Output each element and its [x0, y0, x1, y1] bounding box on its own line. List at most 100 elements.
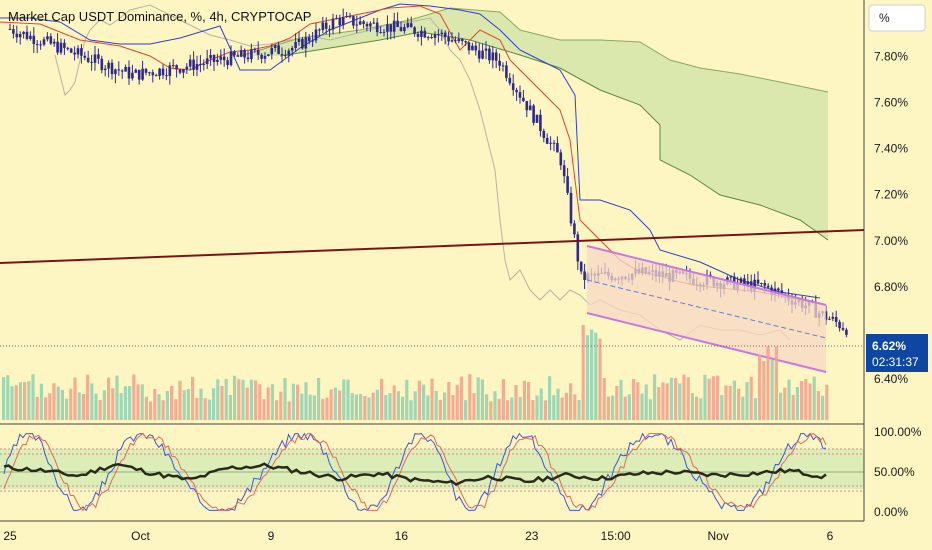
candle-body — [287, 50, 291, 56]
rsi-line — [3, 462, 827, 487]
volume-bar — [52, 383, 56, 420]
candle-body — [188, 59, 192, 67]
candle-body — [562, 165, 566, 177]
candle-body — [178, 69, 182, 73]
candle-body — [488, 48, 491, 61]
volume-bar — [737, 388, 741, 420]
candle-body — [403, 27, 406, 32]
volume-bar — [581, 324, 585, 420]
volume-bar — [447, 382, 451, 420]
candle-body — [69, 48, 73, 53]
chart-title: Market Cap USDT Dominance, %, 4h, CRYPTO… — [8, 9, 311, 24]
candle-body — [73, 52, 76, 55]
osc-tick-label: 100.00% — [874, 425, 922, 439]
volume-bar — [182, 390, 186, 420]
volume-bar — [375, 389, 379, 420]
volume-bar — [795, 386, 799, 420]
candle-body — [583, 271, 586, 280]
candle-body — [63, 42, 66, 48]
volume-bar — [270, 384, 274, 420]
volume-bar — [489, 401, 493, 420]
unit-button[interactable] — [868, 4, 926, 32]
candle-body — [117, 69, 121, 71]
volume-bar — [119, 392, 123, 420]
oscillator-pane[interactable] — [0, 432, 864, 512]
time-axis-ticks: 25 Oct 9 16 23 15:00 Nov 6 — [3, 529, 833, 543]
candle-body — [97, 54, 100, 59]
candle-body — [552, 142, 556, 144]
time-tick-label: Oct — [131, 529, 150, 543]
candle-body — [831, 316, 835, 319]
candle-body — [828, 318, 831, 320]
volume-bar — [350, 393, 354, 420]
volume-bar — [111, 388, 115, 420]
current-value-label: 6.62% — [872, 339, 906, 353]
volume-bar — [367, 397, 371, 420]
candle-body — [205, 58, 209, 65]
candle-body — [501, 65, 505, 67]
candle-body — [729, 276, 733, 278]
candle-body — [212, 54, 216, 62]
volume-bar — [203, 398, 207, 420]
candle-body — [18, 33, 22, 38]
candle-body — [447, 37, 450, 42]
volume-bar — [296, 384, 300, 420]
volume-bar — [220, 386, 224, 420]
price-tick-label: 6.40% — [874, 372, 908, 386]
candle-body — [358, 21, 362, 25]
volume-bar — [73, 377, 77, 420]
volume-bar — [749, 376, 753, 420]
volume-bar — [228, 394, 232, 420]
candle-body — [90, 61, 93, 63]
candle-body — [263, 55, 267, 59]
current-value-badge — [866, 334, 928, 372]
candle-body — [103, 68, 107, 71]
candle-body — [498, 60, 501, 66]
candle-body — [29, 35, 32, 39]
volume-bar — [493, 391, 497, 420]
volume-bar — [770, 359, 774, 420]
candle-body — [280, 54, 284, 56]
volume-bar — [342, 379, 346, 420]
volume-bar — [207, 399, 211, 420]
volume-bar — [745, 381, 749, 420]
candle-body — [144, 68, 148, 73]
volume-bar — [338, 390, 342, 420]
candle-body — [270, 48, 274, 55]
volume-bar — [573, 394, 577, 420]
volume-bar — [35, 396, 39, 420]
candle-body — [576, 234, 580, 262]
volume-bar — [308, 394, 312, 420]
volume-bar — [224, 378, 228, 420]
candle-body — [175, 65, 178, 70]
candle-body — [369, 23, 372, 27]
candle-body — [151, 72, 155, 76]
candle-body — [362, 21, 365, 24]
volume-bar — [107, 377, 111, 420]
volume-bars — [2, 324, 829, 420]
volume-bar — [825, 384, 829, 420]
volume-bar — [703, 374, 707, 420]
volume-bar — [346, 379, 350, 420]
candle-body — [253, 49, 257, 51]
time-tick-label: 25 — [3, 529, 17, 543]
volume-bar — [611, 395, 615, 420]
volume-bar — [140, 384, 144, 420]
channel-midline — [586, 279, 827, 339]
volume-bar — [153, 389, 157, 420]
candle-body — [457, 38, 461, 42]
volume-bar — [94, 393, 98, 420]
volume-bar — [191, 376, 195, 420]
main-pane[interactable] — [0, 3, 864, 420]
candle-body — [396, 20, 399, 28]
candle-body — [753, 279, 756, 291]
volume-bar — [81, 394, 85, 420]
candle-body — [8, 28, 12, 30]
candle-body — [229, 51, 233, 66]
volume-bar — [560, 397, 564, 420]
candle-body — [22, 31, 25, 34]
candle-body — [437, 34, 440, 36]
volume-bar — [430, 378, 434, 420]
candle-body — [216, 59, 219, 62]
